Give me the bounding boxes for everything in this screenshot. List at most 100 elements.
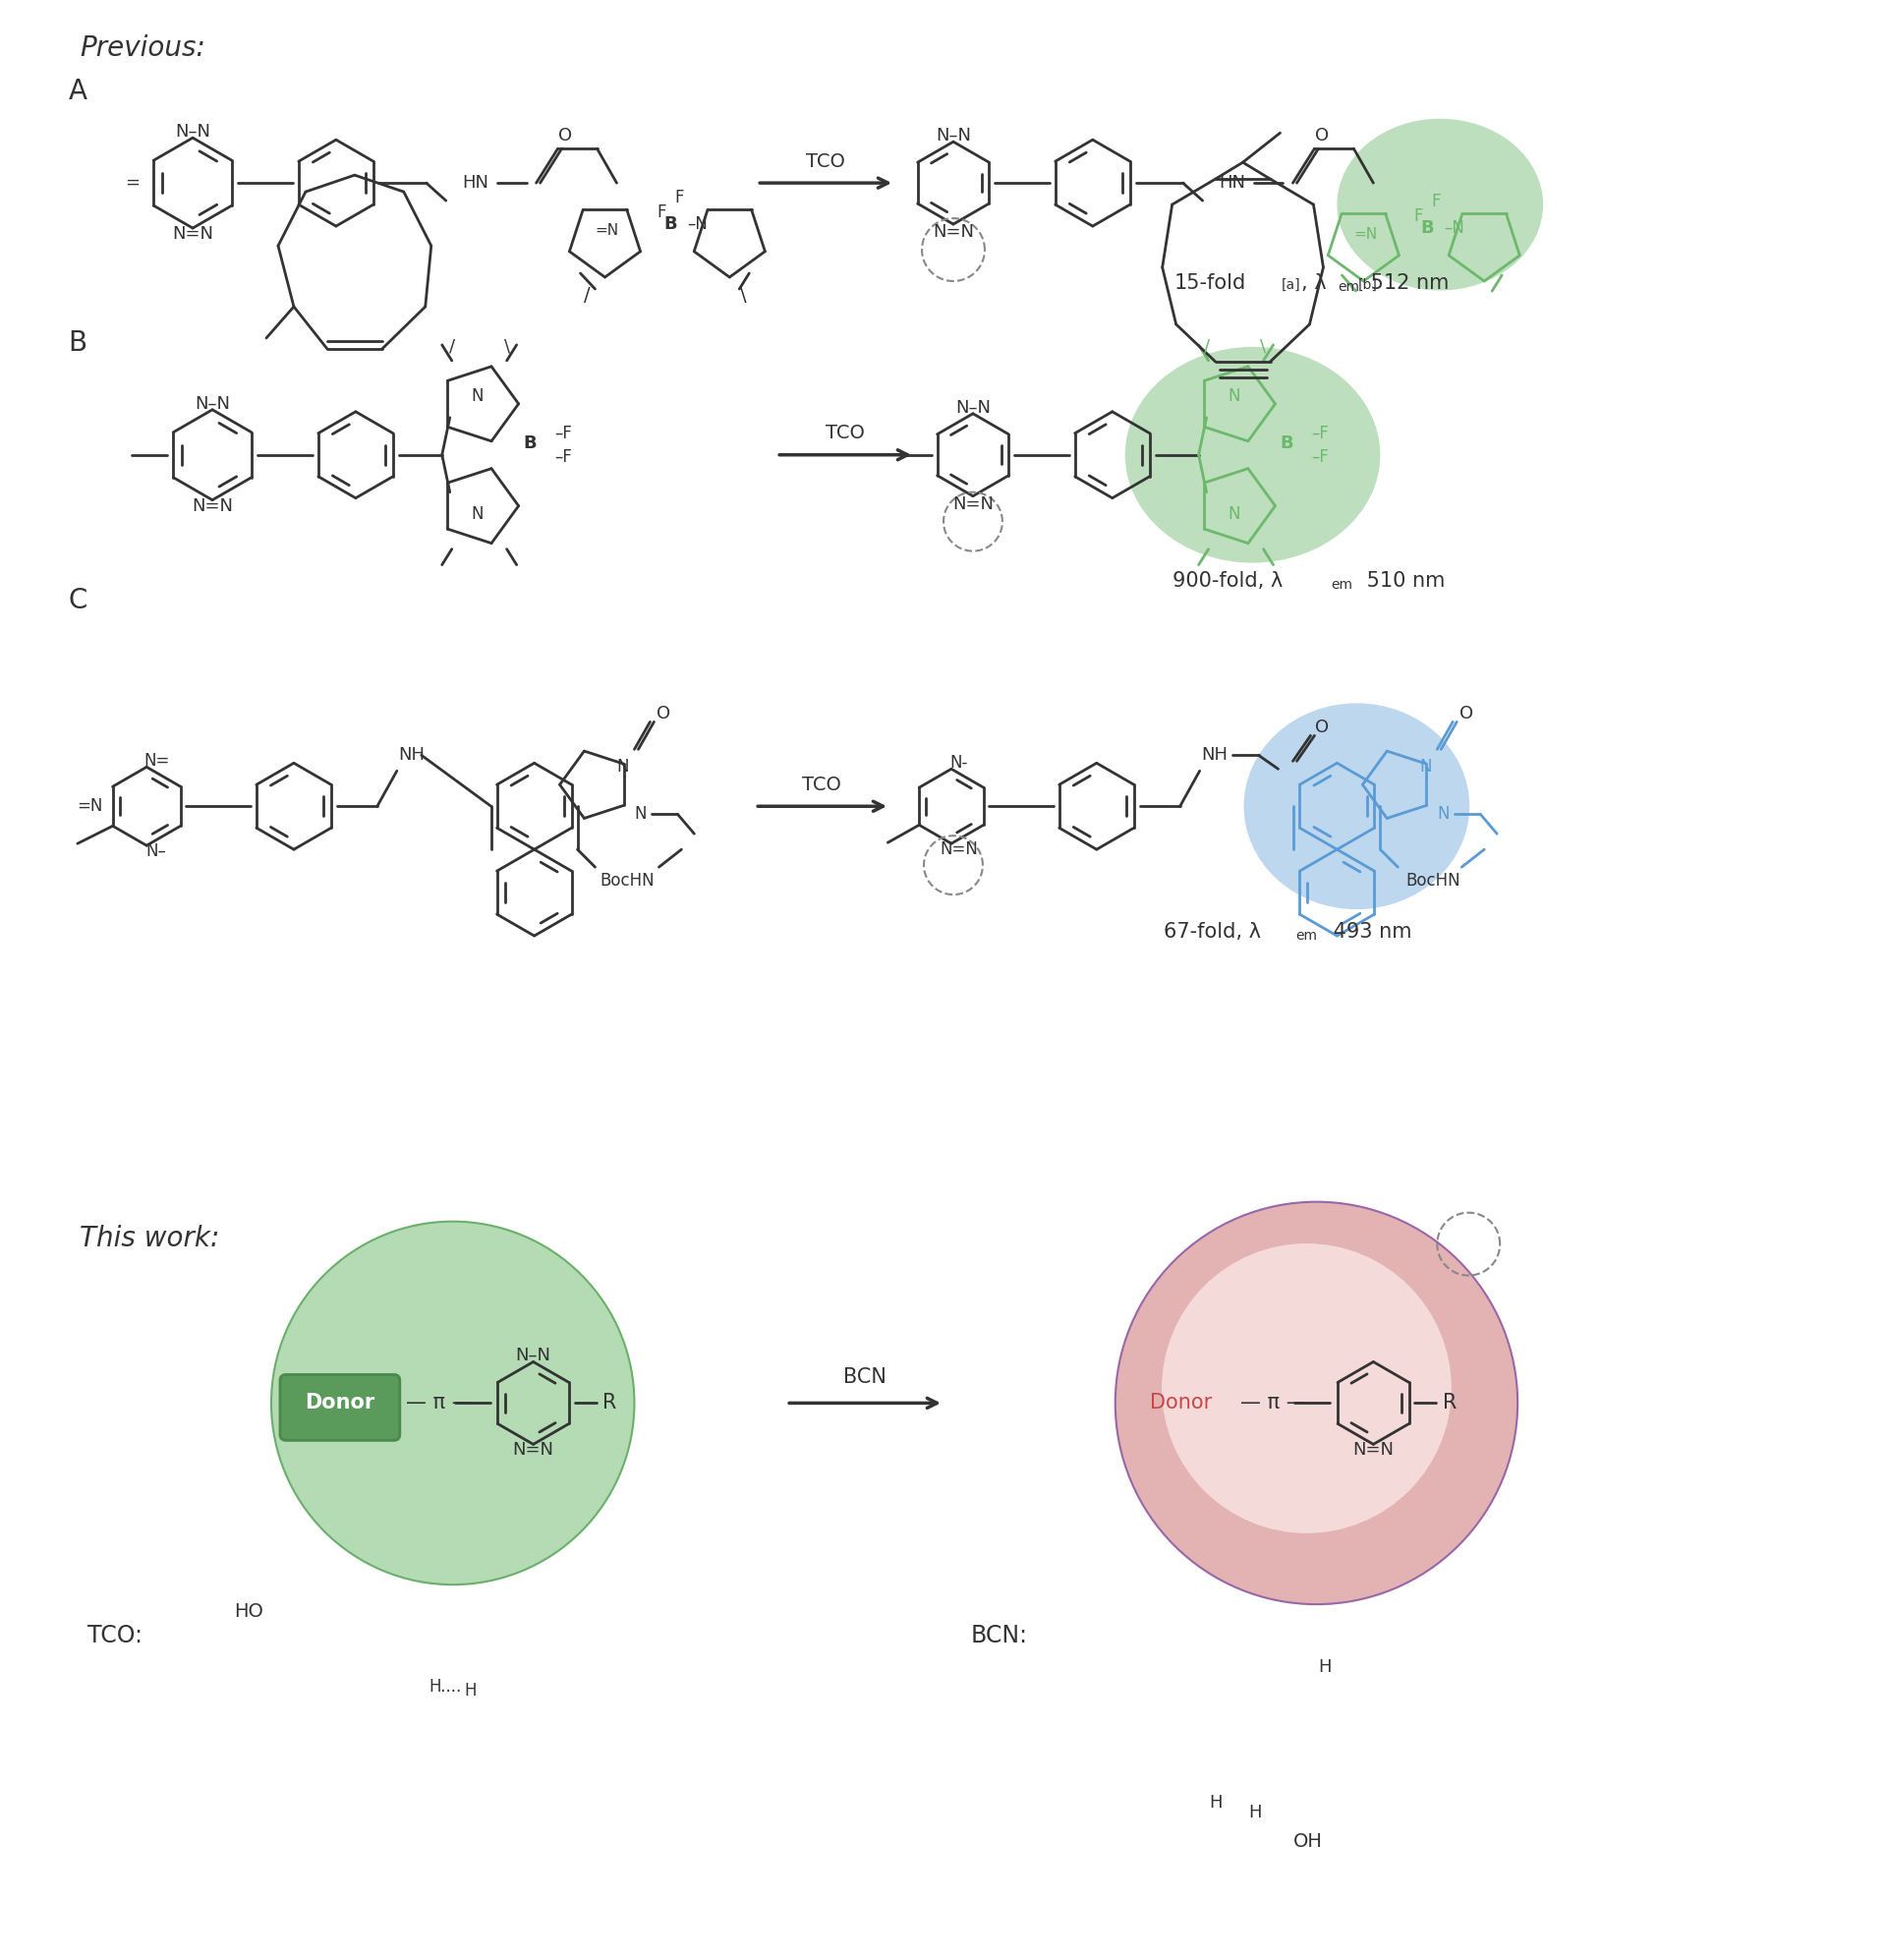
Circle shape	[1162, 1243, 1451, 1533]
Text: H....: H....	[428, 1678, 462, 1695]
Text: –F: –F	[1311, 449, 1328, 466]
Text: N–N: N–N	[194, 396, 230, 414]
Text: B: B	[523, 435, 538, 453]
Text: TCO: TCO	[806, 153, 845, 171]
Text: BocHN: BocHN	[600, 872, 655, 890]
Text: –F: –F	[1311, 425, 1328, 443]
Text: N–N: N–N	[515, 1347, 551, 1364]
Text: N–N: N–N	[175, 123, 211, 141]
Text: N: N	[617, 759, 628, 776]
Text: Donor: Donor	[306, 1394, 376, 1413]
Text: 512 nm: 512 nm	[1364, 272, 1449, 292]
Text: –N: –N	[1444, 220, 1464, 237]
Ellipse shape	[1338, 120, 1544, 290]
Text: /: /	[1204, 337, 1210, 355]
Text: TCO: TCO	[827, 423, 864, 443]
Ellipse shape	[1244, 704, 1470, 909]
Text: F: F	[657, 204, 666, 221]
Text: N=N: N=N	[932, 223, 974, 241]
Text: N: N	[1228, 506, 1240, 523]
Text: =: =	[125, 174, 140, 192]
Text: 15-fold: 15-fold	[1174, 272, 1247, 292]
Text: Previous:: Previous:	[79, 35, 206, 63]
Text: BocHN: BocHN	[1406, 872, 1461, 890]
Text: 510 nm: 510 nm	[1361, 570, 1445, 590]
Text: OH: OH	[1293, 1833, 1323, 1850]
Text: B: B	[1421, 220, 1434, 237]
Text: This work:: This work:	[79, 1225, 219, 1252]
Text: =N: =N	[1353, 227, 1378, 241]
Text: N-: N-	[951, 755, 968, 772]
Text: N=N: N=N	[192, 498, 232, 515]
Text: 900-fold, λ: 900-fold, λ	[1174, 570, 1283, 590]
Text: H: H	[1210, 1793, 1223, 1811]
Ellipse shape	[1125, 347, 1379, 563]
Text: /: /	[449, 337, 455, 355]
Text: \: \	[740, 286, 747, 306]
Text: N: N	[1419, 759, 1432, 776]
Text: N=: N=	[143, 753, 170, 770]
FancyBboxPatch shape	[279, 1374, 400, 1441]
Text: N–N: N–N	[955, 400, 991, 417]
Text: N=N: N=N	[513, 1441, 555, 1458]
Text: N=N: N=N	[172, 225, 213, 243]
Text: TCO:: TCO:	[87, 1625, 143, 1648]
Text: O: O	[1315, 719, 1328, 737]
Text: O: O	[1315, 127, 1328, 145]
Text: — π —: — π —	[406, 1394, 472, 1413]
Text: em: em	[1296, 929, 1317, 943]
Text: HN: HN	[1219, 174, 1245, 192]
Text: F: F	[1432, 192, 1442, 210]
Text: –F: –F	[555, 425, 572, 443]
Text: =N: =N	[594, 223, 619, 237]
Text: \: \	[1261, 337, 1266, 355]
Text: R: R	[1444, 1394, 1457, 1413]
Text: R: R	[602, 1394, 617, 1413]
Text: N: N	[472, 506, 483, 523]
Text: TCO: TCO	[802, 776, 842, 794]
Text: O: O	[559, 127, 572, 145]
Text: em: em	[1330, 578, 1353, 592]
Text: [b]: [b]	[1357, 278, 1378, 292]
Text: — π —: — π —	[1240, 1394, 1306, 1413]
Text: Donor: Donor	[1149, 1394, 1211, 1413]
Text: NH: NH	[1202, 747, 1228, 764]
Text: C: C	[68, 586, 87, 613]
Text: H: H	[464, 1682, 477, 1699]
Text: –N: –N	[687, 216, 708, 233]
Text: =N: =N	[77, 798, 102, 815]
Text: B: B	[68, 329, 87, 357]
Text: N=N: N=N	[1353, 1441, 1394, 1458]
Text: /: /	[583, 286, 591, 306]
Text: N=N: N=N	[953, 496, 994, 514]
Text: 67-fold, λ: 67-fold, λ	[1164, 921, 1261, 941]
Text: N: N	[1436, 806, 1449, 823]
Text: [a]: [a]	[1281, 278, 1300, 292]
Text: O: O	[1461, 706, 1474, 723]
Text: N: N	[472, 388, 483, 406]
Text: BCN:: BCN:	[972, 1625, 1028, 1648]
Text: N: N	[634, 806, 647, 823]
Circle shape	[1115, 1201, 1517, 1605]
Text: O: O	[657, 706, 670, 723]
Text: N=N: N=N	[940, 841, 977, 858]
Text: NH: NH	[398, 747, 425, 764]
Text: , λ: , λ	[1300, 272, 1327, 292]
Text: F: F	[676, 188, 685, 206]
Text: N–N: N–N	[936, 127, 972, 145]
Text: HO: HO	[234, 1601, 264, 1621]
Text: \: \	[504, 337, 509, 355]
Text: HN: HN	[462, 174, 489, 192]
Text: A: A	[68, 78, 87, 106]
Circle shape	[272, 1221, 634, 1584]
Text: B: B	[1279, 435, 1294, 453]
Text: em: em	[1338, 280, 1361, 294]
Text: –F: –F	[555, 449, 572, 466]
Text: N–: N–	[145, 843, 166, 860]
Text: H: H	[1247, 1803, 1261, 1821]
Text: 493 nm: 493 nm	[1327, 921, 1411, 941]
Text: BCN: BCN	[843, 1368, 887, 1388]
Text: F: F	[1413, 208, 1423, 225]
Text: H: H	[1319, 1658, 1332, 1676]
Text: N: N	[1228, 388, 1240, 406]
